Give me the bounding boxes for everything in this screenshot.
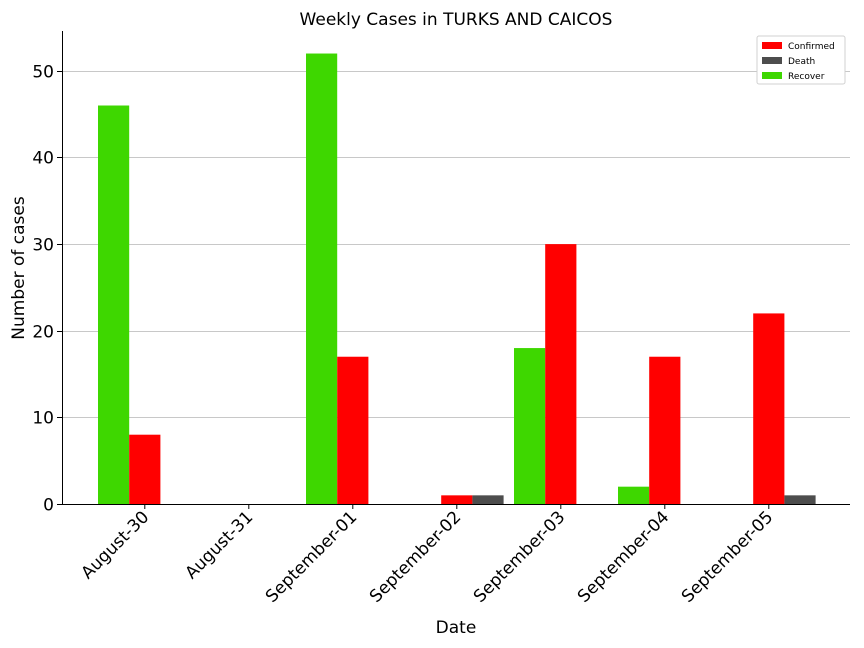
- x-tick-label: September-02: [366, 507, 465, 606]
- y-tick-label: 50: [32, 63, 54, 83]
- legend: Confirmed Death Recover: [756, 35, 846, 85]
- bar-confirmed: [129, 434, 161, 504]
- chart-title: Weekly Cases in TURKS AND CAICOS: [300, 10, 613, 30]
- y-tick-label: 20: [32, 323, 54, 343]
- bars: [98, 53, 816, 505]
- gridlines: [62, 71, 850, 418]
- legend-label-death: Death: [788, 57, 815, 67]
- bar-confirmed: [337, 356, 369, 504]
- x-tick-label: September-03: [470, 507, 569, 606]
- bar-recover: [98, 105, 130, 504]
- bar-recover: [306, 53, 338, 505]
- y-axis-ticks: 0 10 20 30 40 50: [32, 63, 62, 516]
- x-tick-label: September-01: [262, 507, 361, 606]
- x-tick-label: August-31: [181, 507, 257, 583]
- y-tick-label: 40: [32, 149, 54, 169]
- axes: [62, 31, 850, 505]
- legend-label-recover: Recover: [788, 72, 825, 82]
- y-axis-label: Number of cases: [9, 196, 29, 340]
- bar-death: [472, 495, 504, 504]
- bar-recover: [514, 348, 546, 504]
- bar-confirmed: [753, 313, 785, 504]
- y-tick-label: 30: [32, 236, 54, 256]
- x-tick-label: September-04: [574, 507, 673, 606]
- y-tick-label: 10: [32, 409, 54, 429]
- bar-recover: [618, 486, 650, 504]
- x-axis-ticks: August-30 August-31 September-01 September-…: [77, 504, 777, 607]
- x-tick-label: August-30: [77, 507, 153, 583]
- y-tick-label: 0: [43, 496, 54, 516]
- legend-swatch-confirmed: [762, 42, 782, 49]
- bar-confirmed: [649, 356, 681, 504]
- legend-label-confirmed: Confirmed: [788, 42, 835, 52]
- bar-confirmed: [545, 244, 577, 504]
- x-tick-label: September-05: [678, 507, 777, 606]
- x-axis-label: Date: [436, 618, 477, 638]
- legend-swatch-recover: [762, 72, 782, 79]
- bar-death: [784, 495, 816, 504]
- bar-confirmed: [441, 495, 473, 504]
- legend-swatch-death: [762, 57, 782, 64]
